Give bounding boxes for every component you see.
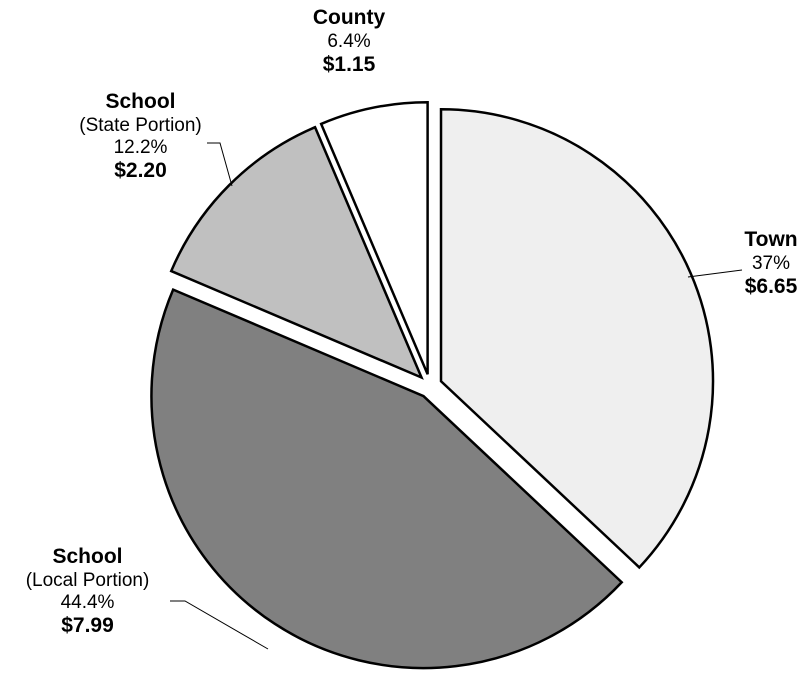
label-county-amount: $1.15 (322, 52, 376, 76)
label-county-percent: 6.4% (327, 30, 371, 52)
pie-slice-town (439, 107, 715, 570)
label-school-state-amount: $2.20 (114, 159, 167, 182)
label-school-local-amount: $7.99 (61, 614, 114, 637)
pie-slice-school-local (150, 287, 624, 670)
label-school-local-name: School (52, 545, 123, 568)
pie-slice-school-state (169, 125, 424, 380)
label-school-state: School (State Portion) 12.2% $2.20 (58, 90, 223, 184)
label-school-state-percent: 12.2% (113, 136, 168, 158)
leader-line-school-state (207, 142, 233, 187)
label-school-state-name: School (105, 90, 176, 113)
label-town: Town 37% $6.65 (726, 228, 809, 299)
leader-line-school-local (170, 600, 269, 650)
label-town-amount: $6.65 (744, 274, 798, 298)
label-school-local-sub: (Local Portion) (25, 569, 150, 591)
label-county: County 6.4% $1.15 (294, 6, 404, 77)
label-town-percent: 37% (751, 252, 791, 274)
pie-slice-county (319, 100, 429, 375)
leader-line-town (687, 269, 743, 278)
label-school-local-percent: 44.4% (60, 591, 115, 613)
label-school-local: School (Local Portion) 44.4% $7.99 (0, 545, 175, 639)
label-town-name: Town (744, 228, 798, 251)
label-school-state-sub: (State Portion) (79, 114, 202, 136)
label-county-name: County (312, 6, 386, 29)
